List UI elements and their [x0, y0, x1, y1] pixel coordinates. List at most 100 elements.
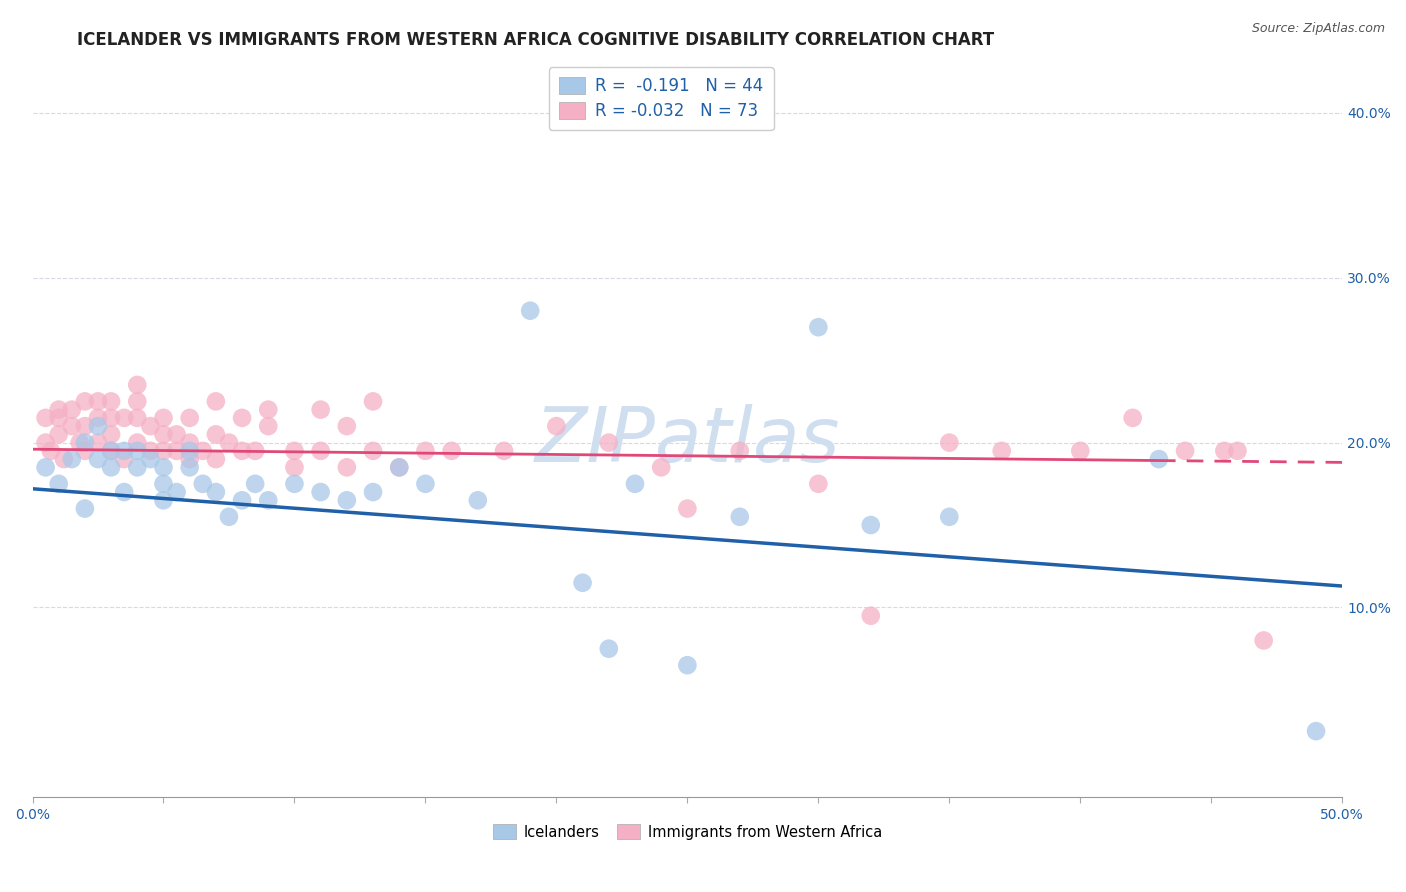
Point [1226, 443, 1249, 458]
Point [336, 460, 359, 475]
Point [179, 410, 201, 425]
Point [728, 509, 751, 524]
Point [218, 509, 240, 524]
Point [112, 443, 135, 458]
Point [100, 460, 122, 475]
Point [152, 476, 174, 491]
Point [179, 460, 201, 475]
Point [60, 402, 83, 417]
Point [179, 435, 201, 450]
Point [152, 460, 174, 475]
Point [152, 410, 174, 425]
Point [73, 501, 96, 516]
Point [598, 435, 620, 450]
Point [87, 452, 110, 467]
Point [650, 460, 672, 475]
Point [415, 443, 437, 458]
Legend: Icelanders, Immigrants from Western Africa: Icelanders, Immigrants from Western Afri… [486, 818, 887, 846]
Point [166, 485, 188, 500]
Point [990, 443, 1012, 458]
Point [87, 410, 110, 425]
Point [87, 435, 110, 450]
Point [205, 394, 228, 409]
Point [546, 419, 568, 434]
Point [112, 485, 135, 500]
Point [807, 476, 830, 491]
Point [127, 443, 149, 458]
Point [1305, 724, 1327, 739]
Point [48, 476, 70, 491]
Point [205, 427, 228, 442]
Point [152, 443, 174, 458]
Point [127, 410, 149, 425]
Point [87, 419, 110, 434]
Point [283, 476, 305, 491]
Point [283, 460, 305, 475]
Point [1122, 410, 1144, 425]
Point [624, 476, 647, 491]
Point [60, 419, 83, 434]
Point [87, 394, 110, 409]
Point [676, 501, 699, 516]
Point [728, 443, 751, 458]
Point [100, 394, 122, 409]
Point [100, 443, 122, 458]
Point [243, 476, 266, 491]
Point [34, 410, 56, 425]
Point [336, 419, 359, 434]
Point [34, 435, 56, 450]
Point [309, 443, 332, 458]
Point [191, 443, 214, 458]
Point [361, 443, 384, 458]
Point [100, 410, 122, 425]
Point [73, 394, 96, 409]
Point [519, 303, 541, 318]
Point [309, 485, 332, 500]
Point [257, 419, 280, 434]
Point [166, 427, 188, 442]
Point [112, 452, 135, 467]
Point [52, 452, 75, 467]
Point [1147, 452, 1170, 467]
Point [440, 443, 463, 458]
Point [859, 518, 882, 533]
Point [139, 452, 162, 467]
Point [938, 435, 960, 450]
Point [1174, 443, 1197, 458]
Point [859, 608, 882, 623]
Point [336, 493, 359, 508]
Point [388, 460, 411, 475]
Point [283, 443, 305, 458]
Point [257, 402, 280, 417]
Point [69, 435, 91, 450]
Point [1069, 443, 1091, 458]
Point [571, 575, 593, 590]
Point [127, 435, 149, 450]
Point [205, 452, 228, 467]
Text: ICELANDER VS IMMIGRANTS FROM WESTERN AFRICA COGNITIVE DISABILITY CORRELATION CHA: ICELANDER VS IMMIGRANTS FROM WESTERN AFR… [77, 31, 994, 49]
Point [179, 443, 201, 458]
Point [191, 476, 214, 491]
Point [179, 452, 201, 467]
Point [218, 435, 240, 450]
Text: ZIPatlas: ZIPatlas [534, 404, 839, 478]
Point [127, 460, 149, 475]
Point [34, 460, 56, 475]
Point [139, 443, 162, 458]
Point [1213, 443, 1236, 458]
Point [112, 410, 135, 425]
Point [139, 419, 162, 434]
Point [492, 443, 515, 458]
Point [676, 658, 699, 673]
Point [39, 443, 62, 458]
Point [73, 419, 96, 434]
Point [127, 378, 149, 392]
Point [231, 410, 253, 425]
Point [48, 427, 70, 442]
Point [60, 452, 83, 467]
Point [598, 641, 620, 656]
Point [361, 394, 384, 409]
Point [388, 460, 411, 475]
Point [127, 394, 149, 409]
Point [361, 485, 384, 500]
